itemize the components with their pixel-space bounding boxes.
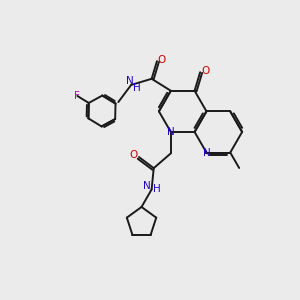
Text: F: F bbox=[74, 91, 80, 101]
Text: O: O bbox=[201, 66, 210, 76]
Text: N: N bbox=[167, 127, 175, 137]
Text: N: N bbox=[126, 76, 134, 86]
Text: O: O bbox=[130, 150, 138, 160]
Text: H: H bbox=[133, 83, 140, 93]
Text: H: H bbox=[153, 184, 161, 194]
Text: O: O bbox=[158, 55, 166, 65]
Text: N: N bbox=[202, 148, 210, 158]
Text: N: N bbox=[143, 181, 151, 191]
